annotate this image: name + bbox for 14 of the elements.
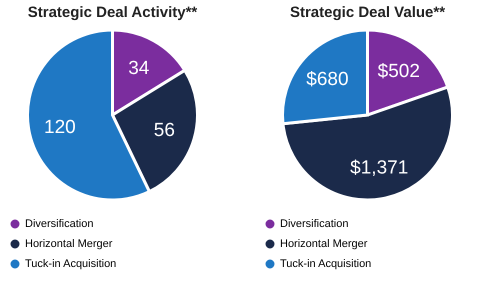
data-label: $1,371 — [350, 158, 408, 179]
data-label: 120 — [44, 117, 76, 138]
legend-label: Horizontal Merger — [280, 238, 368, 250]
data-label: 56 — [154, 120, 175, 142]
chart-title: Strategic Deal Activity** — [28, 4, 198, 21]
data-label: $680 — [306, 68, 349, 90]
legend-label: Horizontal Merger — [25, 238, 113, 250]
legend-label: Diversification — [280, 218, 348, 230]
legend-label: Tuck-in Acquisition — [25, 258, 116, 270]
data-label: $502 — [378, 60, 420, 82]
data-label: 34 — [128, 58, 150, 79]
legend-label: Diversification — [25, 218, 94, 230]
legend-label: Tuck-in Acquisition — [280, 258, 372, 270]
chart-title: Strategic Deal Value** — [290, 4, 446, 21]
